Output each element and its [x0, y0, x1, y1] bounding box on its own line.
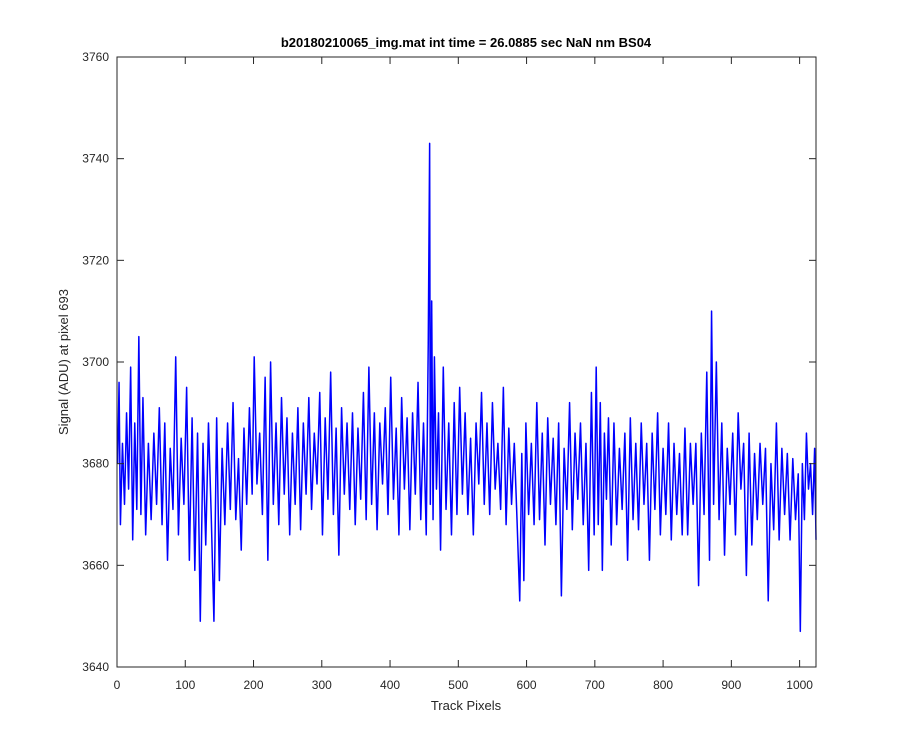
- x-tick-label: 400: [380, 678, 400, 692]
- x-tick-label: 700: [585, 678, 605, 692]
- x-tick-label: 900: [721, 678, 741, 692]
- y-tick-label: 3640: [82, 660, 109, 674]
- x-tick-label: 600: [517, 678, 537, 692]
- tick-layer: 0 100 200 300 400 500 600 700 800 900 1000 3640 3660…: [82, 50, 816, 692]
- x-tick-label: 800: [653, 678, 673, 692]
- chart-title: b20180210065_img.mat int time = 26.0885 …: [281, 35, 652, 50]
- x-tick-label: 200: [244, 678, 264, 692]
- x-tick-label: 300: [312, 678, 332, 692]
- y-tick-label: 3700: [82, 355, 109, 369]
- x-tick-label: 100: [175, 678, 195, 692]
- y-tick-label: 3720: [82, 253, 109, 267]
- series-layer: [116, 142, 817, 633]
- y-tick-label: 3760: [82, 50, 109, 64]
- x-tick-label: 500: [448, 678, 468, 692]
- x-tick-label: 0: [114, 678, 121, 692]
- x-axis-label: Track Pixels: [431, 698, 502, 713]
- axes-frame: [116, 56, 817, 668]
- y-tick-label: 3660: [82, 558, 109, 572]
- y-tick-label: 3680: [82, 457, 109, 471]
- y-axis-label: Signal (ADU) at pixel 693: [56, 289, 71, 435]
- series-line-0: [116, 142, 817, 633]
- y-tick-label: 3740: [82, 152, 109, 166]
- x-tick-label: 1000: [786, 678, 813, 692]
